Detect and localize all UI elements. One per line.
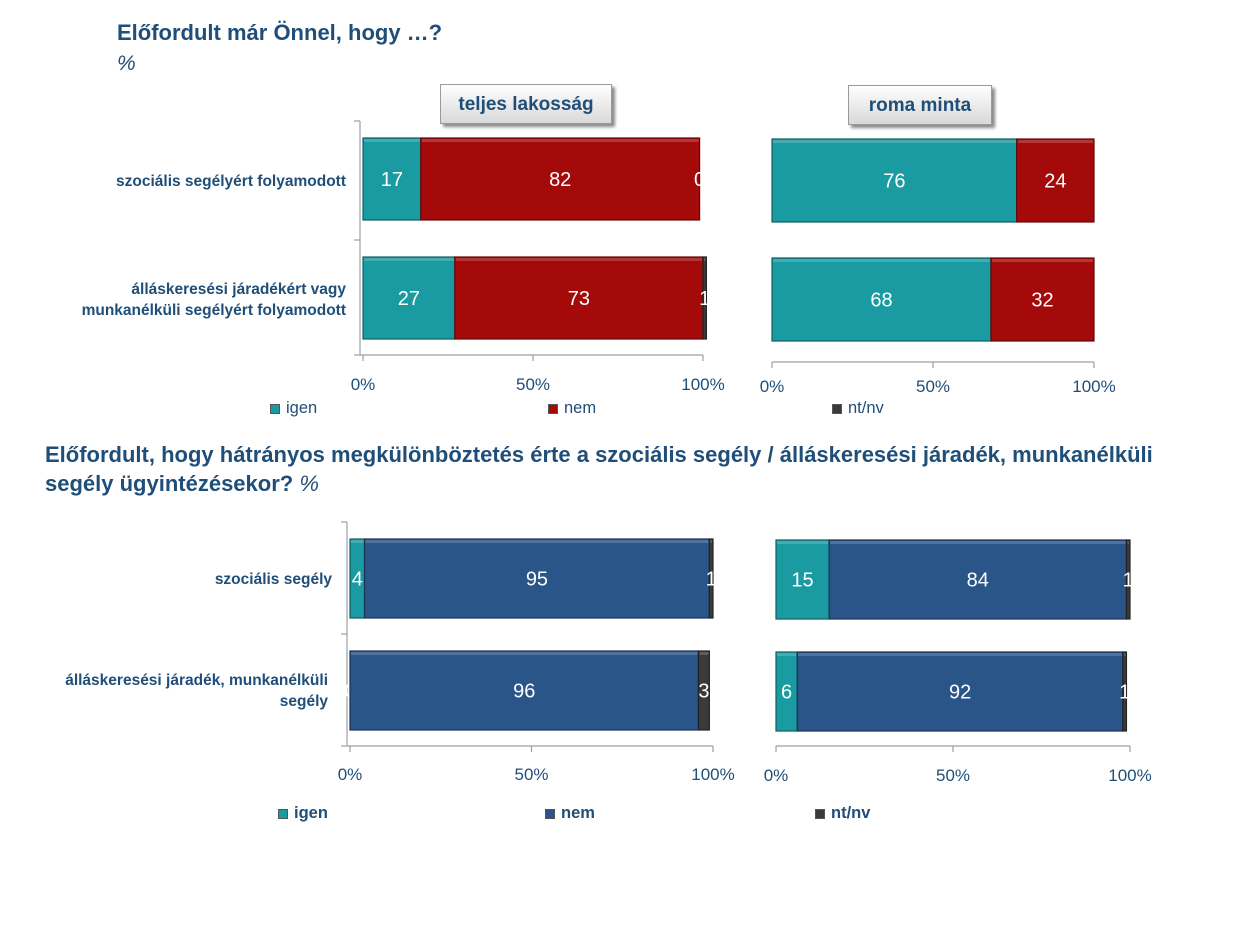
bar-nem — [796, 651, 1124, 732]
data-label: 96 — [513, 681, 535, 703]
data-label: 95 — [526, 569, 548, 591]
data-label: 1 — [699, 288, 710, 310]
data-label: 92 — [949, 682, 971, 704]
x-tick-label: 50% — [514, 765, 548, 784]
bar-ntnv — [1122, 651, 1128, 732]
data-label: 76 — [883, 171, 905, 193]
bar-nem-highlight — [1017, 140, 1093, 143]
legend-label: igen — [286, 399, 318, 417]
x-tick-label: 50% — [516, 375, 550, 394]
x-tick-label: 0% — [338, 765, 363, 784]
chart2-unit: % — [299, 471, 319, 496]
bar-igen-highlight — [773, 259, 990, 262]
x-tick-label: 100% — [681, 375, 724, 394]
data-label: 4 — [352, 569, 363, 591]
legend-item-igen: igen — [270, 399, 317, 418]
bar-igen — [362, 256, 456, 340]
data-label: 82 — [549, 169, 571, 191]
bar-igen-highlight — [773, 140, 1016, 143]
bar-igen-highlight — [777, 653, 797, 656]
data-label: 0 — [694, 169, 705, 191]
bar-nem-highlight — [991, 259, 1093, 262]
bar-nem-highlight — [455, 258, 702, 261]
legend-label: nt/nv — [831, 804, 871, 822]
legend-swatch — [815, 808, 825, 819]
data-label: 15 — [791, 570, 813, 592]
bar-nem — [828, 539, 1128, 620]
bar-nem — [420, 137, 701, 221]
bar-nem-highlight — [351, 652, 698, 655]
bar-ntnv-highlight — [699, 652, 709, 655]
bar-igen-highlight — [777, 541, 829, 544]
bar-igen-highlight — [364, 139, 420, 142]
chart2-title-text: Előfordult, hogy hátrányos megkülönbözte… — [45, 442, 1153, 496]
chart2-title: Előfordult, hogy hátrányos megkülönbözte… — [45, 440, 1225, 498]
bar-ntnv — [702, 256, 707, 340]
bar-ntnv — [708, 538, 714, 619]
data-label: 68 — [870, 290, 892, 312]
bar-nem — [349, 650, 700, 731]
legend-label: nem — [561, 804, 595, 822]
x-tick-label: 100% — [1108, 766, 1151, 785]
panel-label-teljes-lakossag: teljes lakosság — [440, 84, 612, 124]
x-tick-label: 0% — [351, 375, 376, 394]
category-label: szociális segélyért folyamodott — [116, 173, 346, 190]
legend-label: nem — [564, 399, 597, 417]
x-tick-label: 100% — [1072, 377, 1115, 396]
data-label: 84 — [967, 570, 989, 592]
bar-nem-highlight — [421, 139, 699, 142]
legend-swatch — [278, 808, 288, 819]
data-label: 73 — [568, 288, 590, 310]
bar-ntnv — [1125, 539, 1131, 620]
category-label: álláskeresési járadék, munkanélküli segé… — [65, 672, 328, 710]
legend-item-ntnv: nt/nv — [832, 399, 884, 418]
bar-nem — [363, 538, 710, 619]
legend-swatch — [270, 403, 280, 414]
legend-swatch — [548, 403, 558, 414]
bar-nem — [1016, 138, 1095, 223]
bar-ntnv-highlight — [1123, 653, 1126, 656]
x-tick-label: 50% — [936, 766, 970, 785]
bar-ntnv — [697, 650, 710, 731]
bar-igen — [771, 138, 1018, 223]
legend-label: nt/nv — [848, 399, 884, 417]
legend-swatch — [832, 403, 842, 414]
bar-ntnv-highlight — [1127, 541, 1129, 544]
legend-label: igen — [294, 804, 328, 822]
bar-nem-highlight — [830, 541, 1126, 544]
data-label: 1 — [1123, 570, 1134, 592]
legend-item-nem: nem — [545, 804, 595, 823]
data-label: 27 — [398, 288, 420, 310]
bar-igen-highlight — [364, 258, 454, 261]
data-label: 1 — [1119, 682, 1130, 704]
legend-item-igen: igen — [278, 804, 328, 823]
bar-igen — [771, 257, 992, 342]
category-label: szociális segély — [214, 571, 332, 588]
data-label: 24 — [1044, 171, 1066, 193]
data-label: 3 — [698, 681, 709, 703]
bar-nem — [990, 257, 1095, 342]
panel-label-roma-minta: roma minta — [848, 85, 992, 125]
data-label: 1 — [706, 569, 717, 591]
bar-nem-highlight — [365, 540, 709, 543]
x-tick-label: 0% — [760, 377, 785, 396]
bar-igen-highlight — [351, 540, 364, 543]
data-label: 6 — [781, 682, 792, 704]
x-tick-label: 50% — [916, 377, 950, 396]
bar-ntnv-highlight — [710, 540, 712, 543]
data-label: 17 — [381, 169, 403, 191]
bar-nem — [454, 256, 704, 340]
legend-swatch — [545, 808, 555, 819]
legend-item-ntnv: nt/nv — [815, 804, 870, 823]
chart1-unit: % — [117, 52, 136, 75]
x-tick-label: 100% — [691, 765, 734, 784]
bar-ntnv-highlight — [704, 258, 706, 261]
category-label: álláskeresési járadékért vagy munkanélkü… — [81, 281, 346, 319]
bar-nem-highlight — [798, 653, 1122, 656]
chart1-title: Előfordult már Önnel, hogy …? — [117, 20, 443, 45]
data-label: 32 — [1031, 290, 1053, 312]
x-tick-label: 0% — [764, 766, 789, 785]
legend-item-nem: nem — [548, 399, 596, 418]
